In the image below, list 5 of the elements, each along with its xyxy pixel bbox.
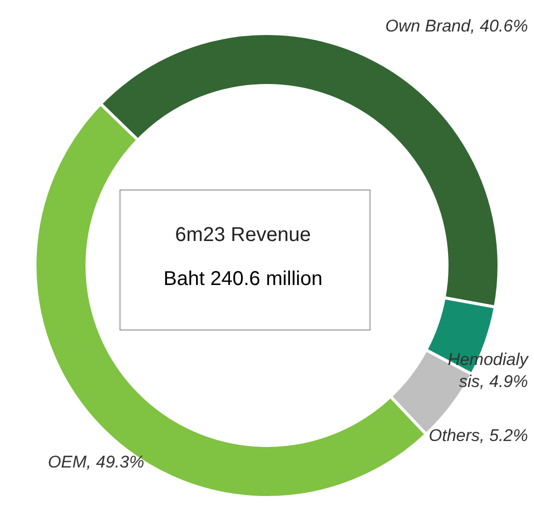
text: Baht 240.6 million — [164, 268, 322, 290]
text: 6m23 Revenue — [175, 224, 311, 246]
slice-label: OEM, 49.3% — [48, 452, 144, 472]
slice-label: Own Brand, 40.6% — [385, 16, 528, 36]
slice-label: Others, 5.2% — [428, 426, 528, 446]
